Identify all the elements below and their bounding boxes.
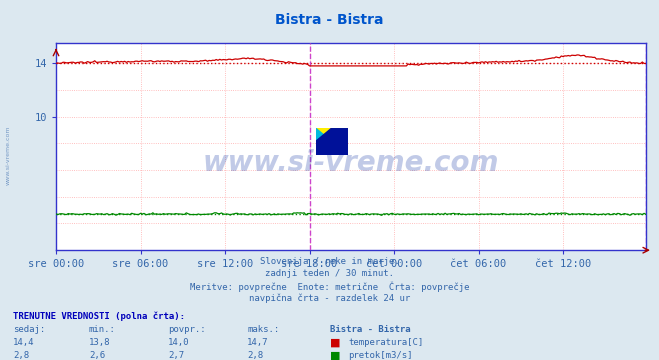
Polygon shape — [316, 128, 348, 155]
Text: 13,8: 13,8 — [89, 338, 111, 347]
Text: zadnji teden / 30 minut.: zadnji teden / 30 minut. — [265, 269, 394, 278]
Text: ■: ■ — [330, 338, 340, 348]
Text: 2,8: 2,8 — [13, 351, 29, 360]
Text: www.si-vreme.com: www.si-vreme.com — [203, 149, 499, 177]
Text: temperatura[C]: temperatura[C] — [348, 338, 423, 347]
Text: Meritve: povprečne  Enote: metrične  Črta: povprečje: Meritve: povprečne Enote: metrične Črta:… — [190, 281, 469, 292]
Text: maks.:: maks.: — [247, 325, 279, 334]
Text: 2,6: 2,6 — [89, 351, 105, 360]
Text: TRENUTNE VREDNOSTI (polna črta):: TRENUTNE VREDNOSTI (polna črta): — [13, 311, 185, 321]
Text: 14,0: 14,0 — [168, 338, 190, 347]
Polygon shape — [316, 128, 348, 155]
Text: Slovenija / reke in morje.: Slovenija / reke in morje. — [260, 257, 399, 266]
Text: ■: ■ — [330, 351, 340, 360]
Text: navpična črta - razdelek 24 ur: navpična črta - razdelek 24 ur — [249, 293, 410, 302]
Text: povpr.:: povpr.: — [168, 325, 206, 334]
Text: sedaj:: sedaj: — [13, 325, 45, 334]
Text: min.:: min.: — [89, 325, 116, 334]
Text: 2,8: 2,8 — [247, 351, 263, 360]
Text: 2,7: 2,7 — [168, 351, 184, 360]
Text: pretok[m3/s]: pretok[m3/s] — [348, 351, 413, 360]
Text: Bistra - Bistra: Bistra - Bistra — [330, 325, 410, 334]
Text: www.si-vreme.com: www.si-vreme.com — [5, 125, 11, 185]
Text: 14,7: 14,7 — [247, 338, 269, 347]
Text: Bistra - Bistra: Bistra - Bistra — [275, 13, 384, 27]
Text: 14,4: 14,4 — [13, 338, 35, 347]
